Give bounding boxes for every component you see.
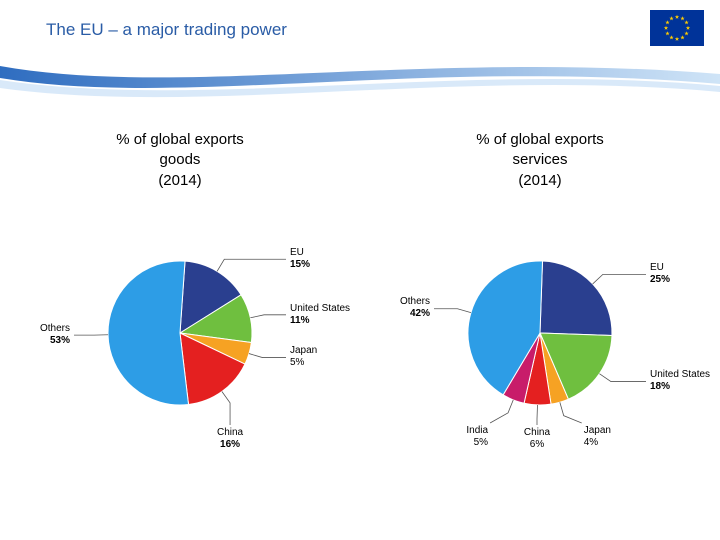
slice-label: China6% bbox=[524, 427, 550, 451]
chart-services: % of global exports services (2014) EU25… bbox=[370, 130, 710, 443]
header-swoosh bbox=[0, 52, 720, 112]
slice-label: Others42% bbox=[400, 296, 430, 320]
pie-slice bbox=[108, 261, 189, 405]
slice-label: United States11% bbox=[290, 303, 350, 327]
slice-label: China16% bbox=[217, 427, 243, 451]
slice-label: India5% bbox=[466, 425, 488, 449]
eu-flag-icon bbox=[650, 10, 704, 46]
chart-title: % of global exports services (2014) bbox=[476, 130, 604, 191]
slice-label: United States18% bbox=[650, 369, 710, 393]
slice-label: Japan5% bbox=[290, 345, 317, 369]
slice-label: Japan4% bbox=[584, 425, 611, 449]
pie-slice bbox=[540, 261, 612, 335]
header-band: The EU – a major trading power bbox=[0, 0, 720, 70]
pie-chart: EU25%United States18%Japan4%China6%India… bbox=[390, 223, 690, 443]
slice-label: EU25% bbox=[650, 262, 670, 286]
charts-row: % of global exports goods (2014) EU15%Un… bbox=[0, 130, 720, 443]
slice-label: EU15% bbox=[290, 247, 310, 271]
chart-title: % of global exports goods (2014) bbox=[116, 130, 244, 191]
chart-goods: % of global exports goods (2014) EU15%Un… bbox=[10, 130, 350, 443]
page-title: The EU – a major trading power bbox=[46, 20, 287, 40]
pie-chart: EU15%United States11%Japan5%China16%Othe… bbox=[30, 223, 330, 443]
slice-label: Others53% bbox=[40, 323, 70, 347]
